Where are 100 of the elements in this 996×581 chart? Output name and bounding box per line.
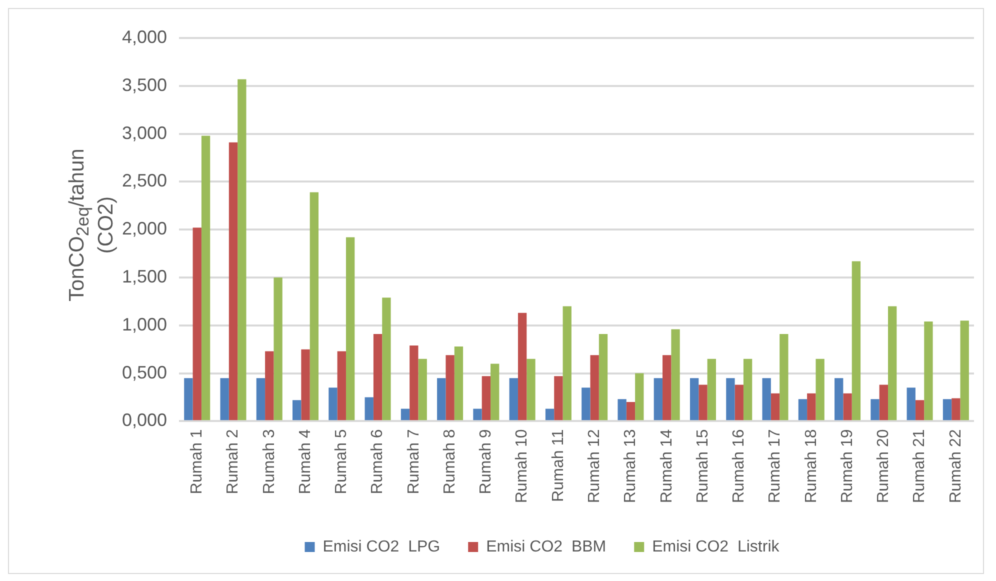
bar: [626, 402, 636, 420]
y-tick-label: 2,000: [122, 218, 168, 239]
bar: [915, 400, 924, 420]
bar: [490, 364, 500, 420]
x-tick-label: Rumah 20: [875, 429, 892, 504]
x-tick-label: Rumah 6: [369, 429, 386, 494]
bar: [834, 378, 844, 420]
bar: [780, 334, 788, 420]
bar: [635, 373, 644, 420]
bar: [870, 399, 880, 420]
legend-label: Emisi CO2 Listrik: [652, 538, 780, 556]
bar: [220, 378, 229, 420]
x-tick-label: Rumah 3: [260, 429, 278, 494]
x-tick-label: Rumah 10: [514, 429, 531, 504]
bar: [798, 399, 808, 420]
bar: [526, 358, 536, 420]
bar: [410, 346, 418, 420]
bar: [662, 355, 672, 420]
bar: [418, 358, 427, 420]
bar: [518, 312, 527, 420]
x-tick-label: Rumah 19: [838, 429, 856, 504]
bar: [906, 388, 916, 420]
bar: [942, 399, 952, 420]
y-tick-label: 1,000: [122, 314, 168, 334]
bar: [437, 378, 446, 420]
bar: [924, 322, 933, 420]
bar: [562, 306, 572, 420]
bar: [888, 306, 897, 420]
bar: [807, 393, 816, 420]
legend-label: Emisi CO2 BBM: [486, 538, 606, 556]
bar: [373, 334, 382, 420]
bar: [590, 355, 599, 420]
bar: [292, 400, 302, 420]
y-tick-label: 1,500: [122, 266, 168, 286]
bar: [228, 142, 238, 420]
y-tick-label: 0,000: [122, 410, 168, 430]
x-tick-label: Rumah 15: [694, 429, 712, 504]
bar: [256, 378, 266, 420]
bar: [400, 408, 410, 420]
x-tick-label: Rumah 13: [622, 429, 640, 504]
bar: [879, 384, 888, 420]
legend-label: Emisi CO2 LPG: [322, 538, 440, 556]
bar: [473, 408, 482, 420]
bar: [762, 378, 771, 420]
bar: [509, 378, 518, 420]
bar: [654, 378, 663, 420]
bar: [346, 237, 355, 420]
bar: [690, 378, 699, 420]
x-tick-label: Rumah 7: [405, 429, 422, 494]
bar: [364, 397, 374, 420]
x-tick-label: Rumah 18: [802, 429, 820, 504]
bar: [698, 384, 708, 420]
x-tick-label: Rumah 1: [188, 429, 206, 494]
bar: [446, 355, 454, 420]
bar: [770, 393, 780, 420]
y-tick-label: 4,000: [122, 26, 168, 47]
bar: [734, 384, 744, 420]
bar: [382, 298, 391, 420]
y-tick-label: 2,500: [122, 170, 168, 191]
x-tick-label: Rumah 5: [333, 429, 350, 494]
bar: [743, 358, 752, 420]
bar: [184, 378, 193, 420]
bar: [960, 320, 969, 420]
bar: [598, 334, 608, 420]
x-tick-label: Rumah 16: [730, 429, 748, 504]
bar: [337, 351, 346, 420]
bar: [454, 346, 464, 420]
bar: [671, 329, 680, 420]
bar: [843, 393, 852, 420]
bar: [816, 358, 824, 420]
bar: [554, 376, 563, 420]
bar: [482, 376, 491, 420]
bar: [726, 378, 735, 420]
y-tick-label: 0,500: [122, 362, 168, 382]
y-tick-label: 3,000: [122, 122, 168, 143]
y-tick-label: 3,500: [122, 74, 168, 95]
bar: [952, 398, 960, 420]
bar: [274, 277, 282, 420]
bar: [192, 228, 202, 420]
bar: [707, 358, 716, 420]
bar: [582, 388, 590, 420]
x-tick-label: Rumah 22: [947, 429, 964, 504]
bar: [310, 192, 319, 420]
x-tick-label: Rumah 17: [766, 429, 784, 504]
x-tick-label: Rumah 2: [224, 429, 242, 494]
bar: [238, 79, 246, 420]
bar: [852, 261, 861, 420]
x-tick-label: Rumah 11: [550, 429, 567, 502]
x-tick-label: Rumah 8: [441, 429, 458, 494]
bar: [545, 408, 554, 420]
bar: [618, 399, 626, 420]
x-tick-label: Rumah 21: [911, 429, 928, 504]
bar: [328, 388, 338, 420]
x-tick-label: Rumah 9: [478, 429, 495, 494]
bar: [301, 349, 310, 420]
x-tick-label: Rumah 14: [658, 429, 676, 504]
bar: [265, 351, 274, 420]
x-tick-label: Rumah 4: [296, 429, 314, 494]
x-tick-label: Rumah 12: [586, 429, 603, 504]
bar: [201, 136, 210, 420]
